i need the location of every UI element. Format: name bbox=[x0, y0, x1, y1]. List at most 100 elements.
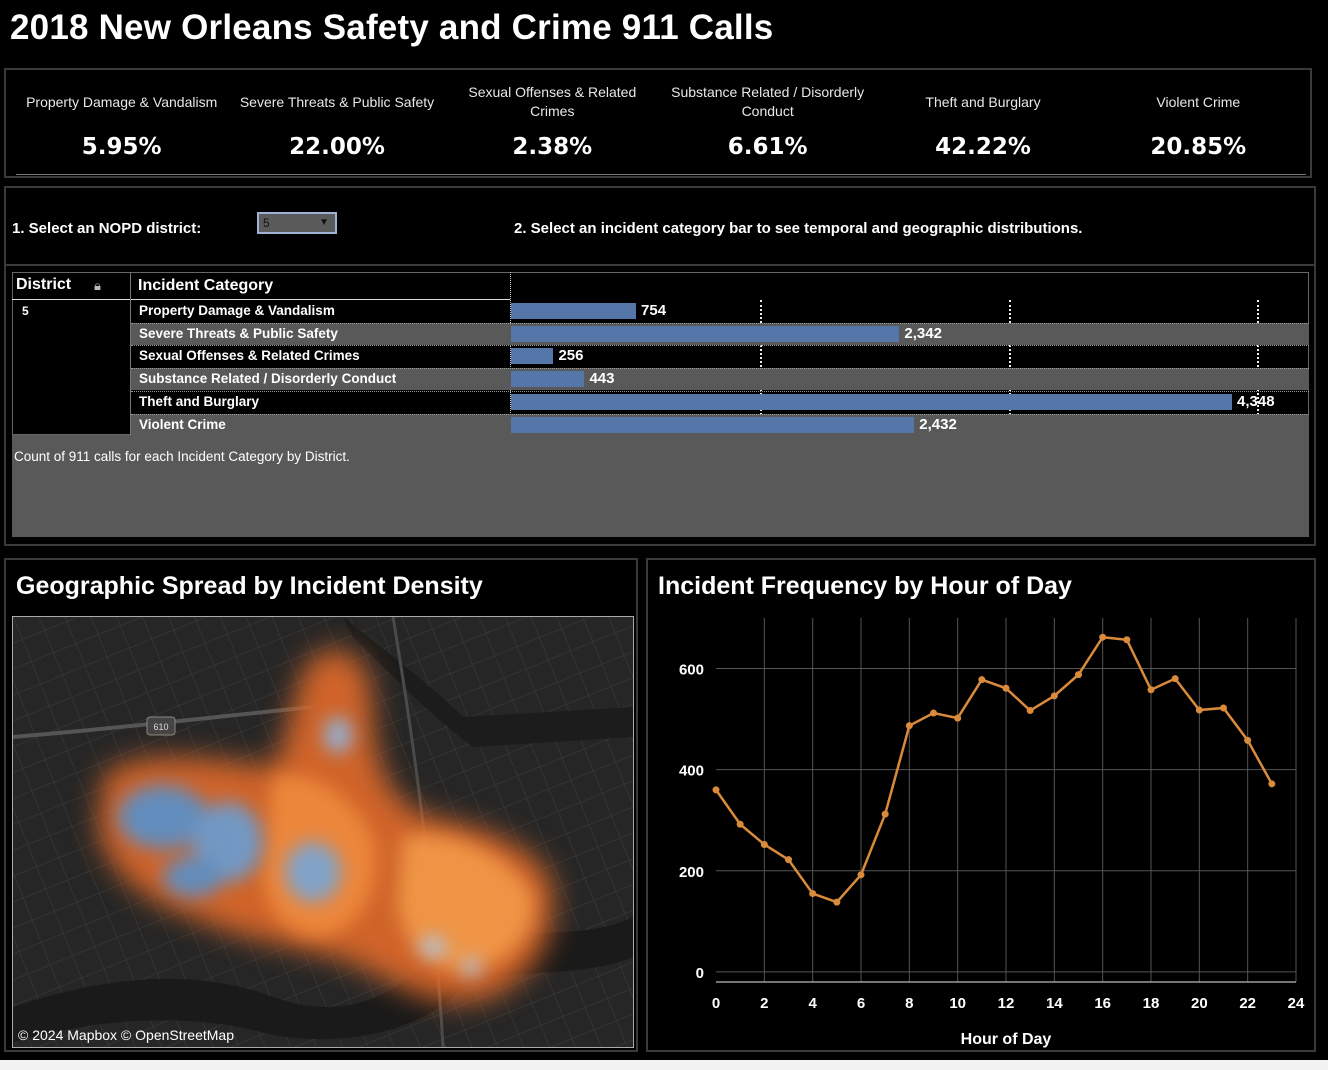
category-label: Substance Related / Disorderly Conduct bbox=[139, 371, 397, 387]
kpi-value: 2.38% bbox=[512, 134, 593, 160]
data-point[interactable] bbox=[736, 820, 744, 828]
data-point[interactable] bbox=[1220, 704, 1227, 712]
x-tick-label: 8 bbox=[905, 995, 913, 1012]
caption-area: Count of 911 calls for each Incident Cat… bbox=[12, 435, 1309, 537]
column-separator bbox=[510, 272, 512, 435]
data-point[interactable] bbox=[905, 722, 913, 730]
kpi-card: Theft and Burglary 42.22% bbox=[875, 74, 1090, 174]
y-tick-label: 600 bbox=[679, 662, 704, 679]
data-point[interactable] bbox=[833, 898, 841, 906]
x-tick-label: 14 bbox=[1046, 995, 1063, 1012]
row-separator bbox=[131, 345, 1309, 347]
data-point[interactable] bbox=[1002, 684, 1010, 692]
kpi-label: Severe Threats & Public Safety bbox=[239, 93, 435, 110]
kpi-value: 20.85% bbox=[1150, 134, 1247, 160]
y-tick-label: 400 bbox=[679, 763, 704, 780]
x-tick-label: 18 bbox=[1143, 995, 1160, 1012]
district-dropdown[interactable]: 5 ▼ bbox=[257, 212, 337, 234]
table-row[interactable]: Theft and Burglary bbox=[131, 391, 1309, 413]
bar-value-label: 2,342 bbox=[904, 324, 942, 342]
data-point[interactable] bbox=[1171, 675, 1179, 683]
data-point[interactable] bbox=[881, 810, 889, 818]
category-bar[interactable] bbox=[511, 325, 900, 342]
category-instruction: 2. Select an incident category bar to se… bbox=[514, 220, 1083, 237]
kpi-panel: Property Damage & Vandalism 5.95% Severe T… bbox=[4, 68, 1312, 178]
table-row[interactable]: Substance Related / Disorderly Conduct bbox=[131, 368, 1309, 391]
map-attribution[interactable]: © 2024 Mapbox © OpenStreetMap bbox=[18, 1027, 234, 1043]
kpi-label: Theft and Burglary bbox=[925, 93, 1041, 110]
category-bar[interactable] bbox=[511, 416, 915, 433]
line-chart-panel: Incident Frequency by Hour of Day 0 200 40… bbox=[646, 558, 1316, 1052]
data-point[interactable] bbox=[1050, 692, 1058, 700]
panel-divider bbox=[6, 264, 1314, 266]
kpi-divider bbox=[16, 174, 1306, 175]
data-point[interactable] bbox=[930, 709, 937, 717]
category-bar[interactable] bbox=[511, 348, 554, 365]
kpi-label: Property Damage & Vandalism bbox=[26, 93, 218, 110]
chevron-down-icon: ▼ bbox=[319, 217, 329, 228]
bar-gridline bbox=[1257, 300, 1260, 435]
dashboard-title: 2018 New Orleans Safety and Crime 911 Ca… bbox=[10, 8, 774, 47]
data-point[interactable] bbox=[1244, 736, 1252, 744]
bar-value-label: 443 bbox=[589, 370, 615, 388]
category-table: District 🔒︎ Incident Category 5 Property… bbox=[12, 272, 1310, 542]
category-bar[interactable] bbox=[511, 371, 585, 388]
map-canvas: 610 bbox=[13, 617, 633, 1047]
data-point[interactable] bbox=[1268, 780, 1276, 788]
category-bar[interactable] bbox=[511, 303, 637, 319]
data-point[interactable] bbox=[978, 676, 986, 684]
category-column-header[interactable]: Incident Category bbox=[138, 277, 274, 294]
x-tick-label: 24 bbox=[1288, 995, 1305, 1012]
kpi-value: 5.95% bbox=[81, 134, 162, 160]
x-tick-label: 16 bbox=[1094, 995, 1111, 1012]
y-tick-label: 0 bbox=[696, 965, 704, 982]
lock-icon: 🔒︎ bbox=[94, 278, 101, 293]
highway-shield bbox=[146, 716, 176, 736]
data-point[interactable] bbox=[954, 714, 962, 722]
x-tick-label: 4 bbox=[808, 995, 817, 1012]
x-axis-label: Hour of Day bbox=[961, 1031, 1052, 1048]
category-label: Violent Crime bbox=[139, 416, 226, 432]
x-tick-label: 6 bbox=[857, 995, 865, 1012]
data-point[interactable] bbox=[785, 856, 792, 864]
bar-value-label: 256 bbox=[558, 347, 584, 365]
x-tick-label: 10 bbox=[949, 995, 966, 1012]
table-row[interactable]: Property Damage & Vandalism bbox=[131, 300, 1309, 322]
data-point[interactable] bbox=[1075, 671, 1082, 679]
kpi-row: Property Damage & Vandalism 5.95% Severe T… bbox=[14, 74, 1306, 174]
map-panel: Geographic Spread by Incident Density 61… bbox=[4, 558, 638, 1052]
district-column-header[interactable]: District bbox=[16, 276, 72, 293]
bar-gridline bbox=[1008, 300, 1011, 435]
data-point[interactable] bbox=[809, 890, 817, 898]
kpi-card: Severe Threats & Public Safety 22.00% bbox=[229, 74, 444, 174]
bar-value-label: 2,432 bbox=[919, 415, 957, 433]
data-point[interactable] bbox=[1195, 706, 1203, 714]
data-point[interactable] bbox=[1099, 633, 1107, 641]
data-point[interactable] bbox=[712, 786, 720, 794]
kpi-label: Violent Crime bbox=[1156, 93, 1241, 110]
row-separator bbox=[131, 413, 1309, 415]
filter-panel: 1. Select an NOPD district: 5 ▼ 2. Selec… bbox=[4, 186, 1316, 546]
data-point[interactable] bbox=[760, 840, 768, 848]
highway-shield-label: 610 bbox=[153, 722, 168, 732]
data-point[interactable] bbox=[1147, 686, 1155, 694]
y-tick-label: 200 bbox=[679, 864, 704, 881]
bar-value-label: 754 bbox=[641, 302, 667, 319]
density-map[interactable]: 610 © 2024 Mapbox © OpenStreetMap bbox=[12, 616, 634, 1048]
x-tick-label: 20 bbox=[1191, 995, 1208, 1012]
density-heat-blue bbox=[118, 717, 481, 976]
data-point[interactable] bbox=[1123, 636, 1131, 644]
kpi-card: Violent Crime 20.85% bbox=[1091, 74, 1306, 174]
bar-value-label: 4,348 bbox=[1237, 392, 1275, 410]
map-title: Geographic Spread by Incident Density bbox=[16, 572, 483, 600]
category-bar[interactable] bbox=[511, 393, 1233, 410]
table-row[interactable]: Sexual Offenses & Related Crimes bbox=[131, 345, 1309, 367]
table-caption: Count of 911 calls for each Incident Cat… bbox=[14, 449, 350, 464]
data-point[interactable] bbox=[1026, 707, 1034, 715]
data-point[interactable] bbox=[857, 871, 865, 879]
district-cell: 5 bbox=[22, 304, 29, 318]
kpi-card: Sexual Offenses & Related Crimes 2.38% bbox=[445, 74, 660, 174]
district-dropdown-value: 5 bbox=[263, 216, 270, 230]
row-separator bbox=[131, 368, 1309, 370]
